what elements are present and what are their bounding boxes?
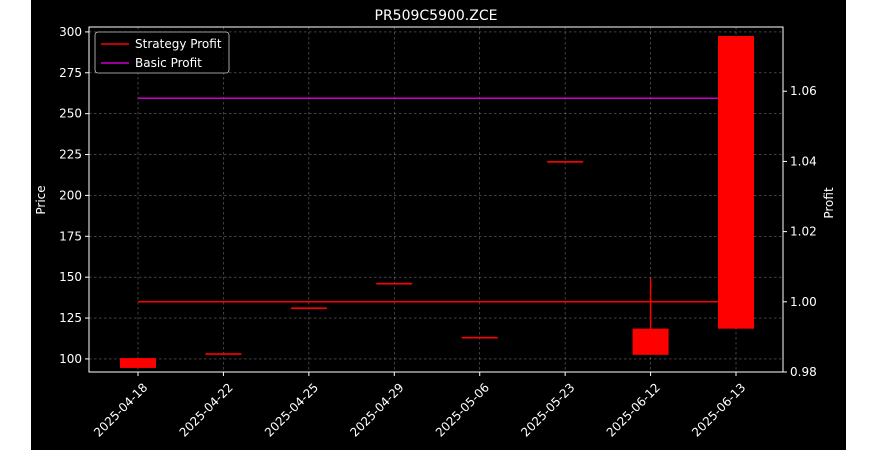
candles (120, 35, 755, 368)
x-axis: 2025-04-18 2025-04-22 2025-04-25 2025-04-29… (91, 372, 748, 440)
candle-body (718, 35, 755, 329)
y-axis-label-left: Price (34, 185, 48, 214)
x-tick-label: 2025-06-12 (604, 380, 663, 439)
chart-figure: PR509C5900.ZCE 100 125 150 175 200 225 250 275 3… (31, 0, 846, 450)
chart-title: PR509C5900.ZCE (375, 8, 498, 24)
y-tick-label-left: 200 (59, 188, 82, 202)
legend: Strategy Profit Basic Profit (94, 31, 230, 74)
candle-body (632, 328, 669, 355)
x-tick-label: 2025-05-23 (518, 380, 577, 439)
candle-body (376, 282, 413, 285)
x-tick-label: 2025-04-25 (262, 380, 321, 439)
candle-body (205, 353, 242, 355)
left-axis: 100 125 150 175 200 225 250 275 300 (59, 25, 89, 366)
candle-body (461, 336, 498, 339)
y-tick-label-left: 225 (59, 148, 82, 162)
y-tick-label-left: 150 (59, 270, 82, 284)
x-tick-label: 2025-05-06 (433, 380, 492, 439)
y-tick-label-left: 100 (59, 352, 82, 366)
grid-lines (89, 27, 783, 372)
right-axis: 0.98 1.00 1.02 1.04 1.06 (783, 84, 817, 379)
candle-body (290, 307, 327, 310)
y-tick-label-right: 1.06 (790, 84, 817, 98)
y-tick-label-right: 1.00 (790, 295, 817, 309)
y-tick-label-left: 175 (59, 229, 82, 243)
y-tick-label-left: 275 (59, 66, 82, 80)
y-tick-label-right: 0.98 (790, 365, 817, 379)
candle-body (547, 161, 584, 163)
x-tick-label: 2025-06-13 (689, 380, 748, 439)
y-tick-label-left: 300 (59, 25, 82, 39)
chart-svg: PR509C5900.ZCE 100 125 150 175 200 225 250 275 3… (34, 8, 836, 440)
y-tick-label-right: 1.02 (790, 225, 817, 239)
y-tick-label-left: 125 (59, 311, 82, 325)
legend-label: Basic Profit (135, 56, 202, 70)
y-tick-label-right: 1.04 (790, 154, 817, 168)
x-tick-label: 2025-04-29 (347, 380, 406, 439)
y-axis-label-right: Profit (822, 187, 836, 219)
plot-frame (88, 26, 784, 373)
y-tick-label-left: 250 (59, 107, 82, 121)
candle-body (120, 358, 156, 368)
legend-label: Strategy Profit (135, 37, 222, 51)
x-tick-label: 2025-04-22 (177, 380, 236, 439)
x-tick-label: 2025-04-18 (91, 380, 150, 439)
profit-lines (138, 97, 736, 303)
